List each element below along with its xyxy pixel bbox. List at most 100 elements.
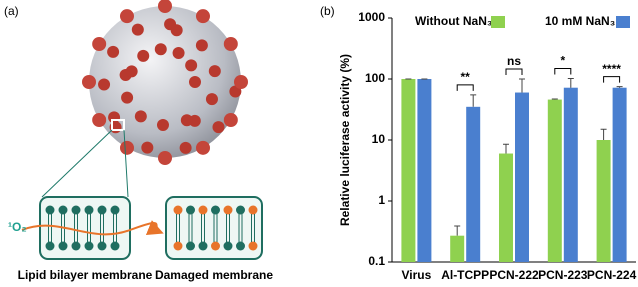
significance-bracket xyxy=(603,76,621,83)
lipid-head xyxy=(84,205,94,215)
spike xyxy=(223,112,238,127)
lipid-head xyxy=(223,205,233,215)
spike xyxy=(185,59,198,72)
spike xyxy=(180,114,193,127)
spike xyxy=(205,93,218,106)
lipid-head xyxy=(211,205,220,215)
virus-body xyxy=(89,6,241,158)
x-tick-label: PCN-224 xyxy=(587,268,637,282)
bar xyxy=(547,99,562,262)
panel-label: (a) xyxy=(4,4,19,18)
significance-bracket xyxy=(505,68,523,75)
spike xyxy=(125,65,138,78)
lipid-head xyxy=(45,205,55,215)
lipid-tail xyxy=(213,214,218,242)
spike xyxy=(141,141,154,154)
spike xyxy=(108,111,121,124)
spike xyxy=(98,78,111,91)
bar xyxy=(417,79,432,262)
spike xyxy=(158,151,173,165)
bar xyxy=(563,87,578,262)
spike xyxy=(121,91,134,104)
spike xyxy=(234,75,248,89)
lipid-head xyxy=(223,241,233,251)
legend-swatch xyxy=(616,16,630,28)
x-tick-label: PCN-223 xyxy=(538,268,588,282)
lipid-head xyxy=(173,205,183,215)
spike xyxy=(92,37,107,52)
y-axis-label: Relative luciferase activity (%) xyxy=(338,54,352,226)
lipid-tail xyxy=(100,214,104,242)
spike xyxy=(120,140,135,155)
bar xyxy=(515,92,529,262)
lipid-head xyxy=(198,205,208,215)
lipid-tail xyxy=(201,214,205,242)
spike xyxy=(223,36,238,51)
lipid-tail xyxy=(176,214,180,242)
significance-label: * xyxy=(560,54,565,68)
lipid-head xyxy=(84,241,94,251)
bar xyxy=(450,235,465,262)
legend-label: 10 mM NaN₃ xyxy=(545,14,615,28)
lipid-head xyxy=(173,241,183,251)
zoom-lines xyxy=(41,129,129,198)
spike xyxy=(170,24,183,37)
error-bar xyxy=(519,78,525,93)
error-bar xyxy=(503,143,509,154)
spike xyxy=(82,75,96,90)
membranes xyxy=(39,196,263,260)
spike xyxy=(119,9,134,24)
legend-label: Without NaN₃ xyxy=(415,14,492,28)
y-tick-label: 100 xyxy=(365,71,385,85)
spike xyxy=(189,76,201,88)
bar xyxy=(596,140,611,262)
error-bar xyxy=(470,94,477,107)
lipid-head xyxy=(186,205,195,215)
significance-label: ** xyxy=(461,70,471,84)
y-tick-label: 1000 xyxy=(358,10,385,24)
lipid-tail xyxy=(87,214,91,242)
lipid-tail xyxy=(74,214,78,242)
significance-label: ns xyxy=(507,54,521,68)
y-tick-label: 10 xyxy=(372,132,386,146)
spike xyxy=(196,140,211,155)
y-tick-label: 1 xyxy=(378,193,385,207)
spike xyxy=(156,118,169,131)
spike xyxy=(131,23,144,36)
lipid-tail xyxy=(48,214,52,242)
lipid-head xyxy=(248,205,258,215)
spike xyxy=(154,43,167,56)
lipid-head xyxy=(71,205,81,215)
lipid-head xyxy=(45,241,55,251)
error-bar xyxy=(454,225,461,236)
x-tick-label: Al-TCPP xyxy=(441,268,489,282)
panel-label: (b) xyxy=(320,4,335,18)
lipid-tail xyxy=(238,214,243,242)
arrow xyxy=(21,220,164,236)
lipid-head xyxy=(71,241,81,251)
spike xyxy=(92,113,107,128)
zoom-box xyxy=(111,119,125,131)
lipid-tail xyxy=(113,214,117,242)
lipid-head xyxy=(97,205,107,215)
lipid-tail xyxy=(226,214,230,242)
spike xyxy=(195,9,210,24)
lipid-head xyxy=(248,241,258,251)
spike xyxy=(134,110,147,123)
bar xyxy=(499,153,513,262)
membrane-label: Lipid bilayer membrane xyxy=(18,268,153,282)
error-bar xyxy=(600,128,607,140)
spike xyxy=(157,0,172,13)
spike xyxy=(229,85,242,98)
significance-bracket xyxy=(554,67,572,75)
x-tick-label: PCN-222 xyxy=(489,268,539,282)
virus-illustration xyxy=(82,0,248,165)
bar xyxy=(612,87,627,262)
lipid-head xyxy=(58,241,68,251)
lipid-head xyxy=(198,241,208,251)
lipid-head xyxy=(211,241,220,251)
error-bar xyxy=(616,86,623,88)
membrane-label: Damaged membrane xyxy=(155,268,273,282)
significance-label: **** xyxy=(602,62,621,76)
lipid-head xyxy=(236,205,245,215)
